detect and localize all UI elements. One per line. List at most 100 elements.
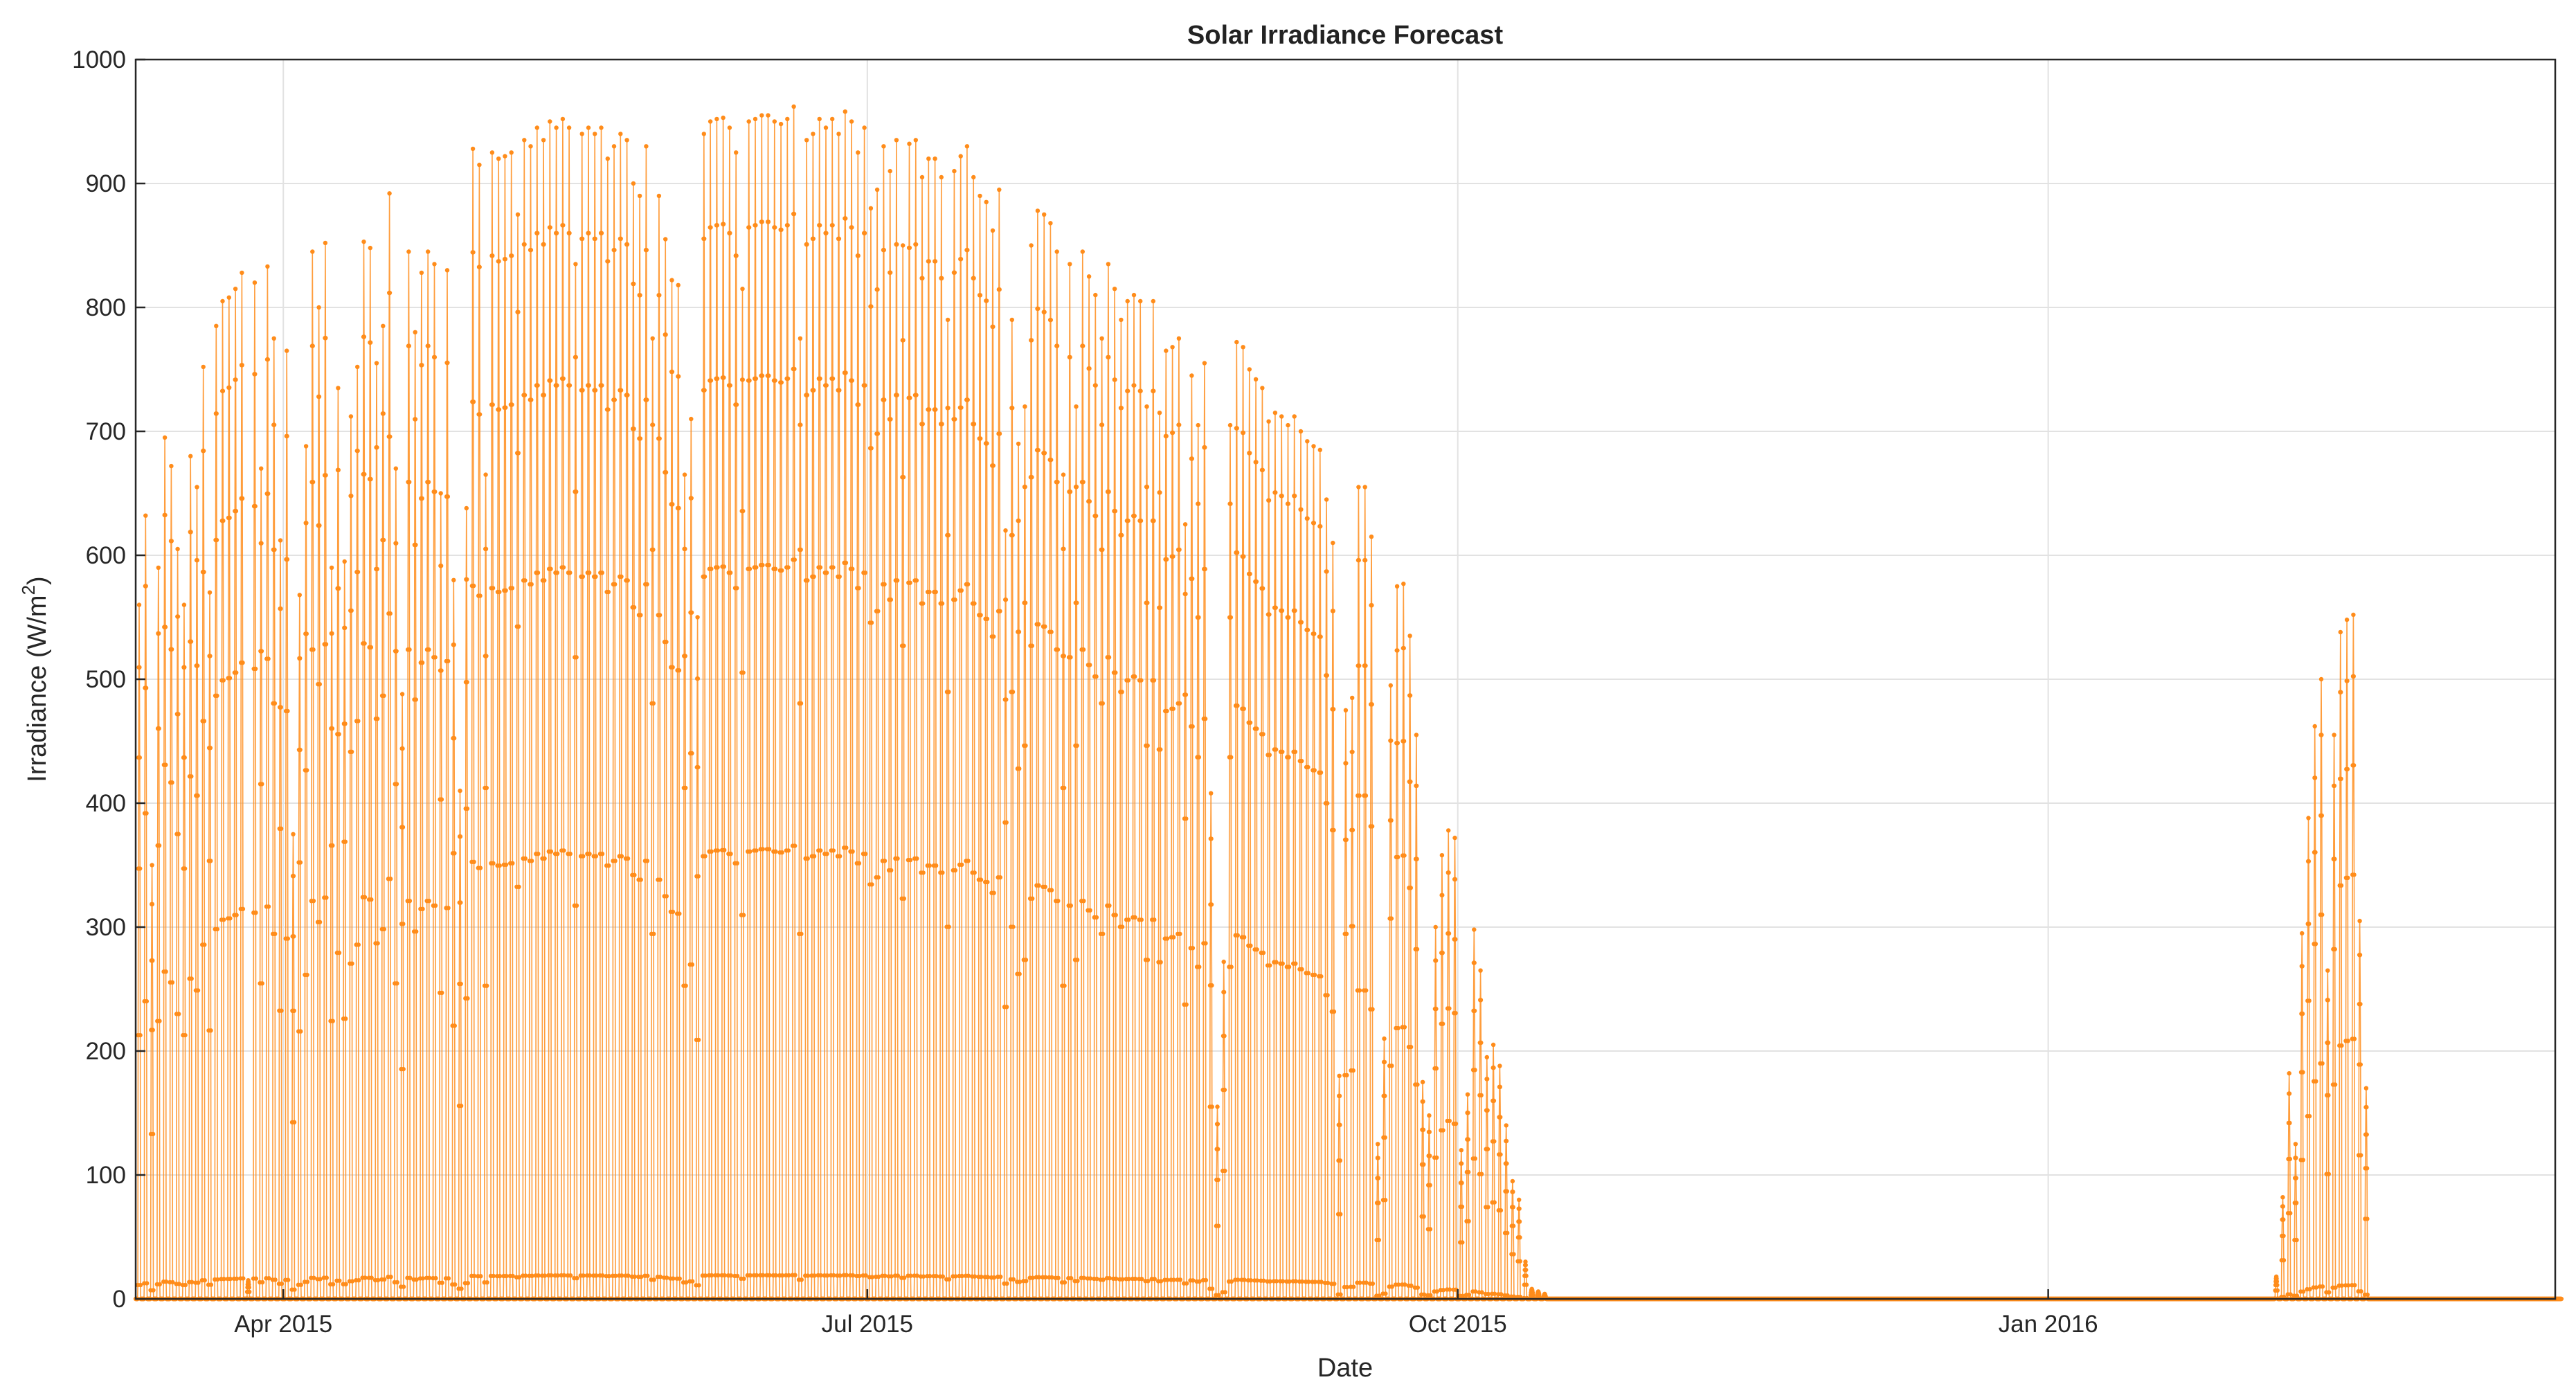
data-point [824,383,829,388]
data-point [740,377,746,382]
data-point [580,388,585,393]
data-point [1401,645,1406,651]
data-point [535,571,541,575]
data-point [413,417,418,422]
data-point [1260,386,1265,391]
data-point [1011,1277,1016,1282]
data-point [388,1274,393,1280]
data-point [1101,931,1106,937]
data-point [1005,1281,1009,1286]
data-point [1408,779,1413,784]
data-point [1376,1142,1380,1147]
data-point [645,859,650,863]
data-point [446,658,451,664]
data-point [966,1273,971,1278]
data-point [760,847,766,852]
data-point [1331,609,1335,613]
data-point [1305,516,1310,521]
data-point [1311,521,1317,526]
data-point [388,434,393,439]
data-point [1164,433,1169,439]
data-point [1100,701,1106,706]
data-point [273,931,278,937]
data-point [465,577,469,582]
data-point [1292,749,1298,755]
data-point [1286,615,1291,620]
data-point [1388,683,1394,688]
data-point [420,906,425,912]
data-point [497,863,502,868]
data-point [856,253,861,258]
data-point [1337,1158,1343,1163]
data-point [637,193,642,199]
data-point [343,1282,348,1286]
data-point [1441,1288,1446,1293]
data-point [1389,818,1394,823]
data-point [709,566,714,571]
data-point [972,601,977,606]
data-point [542,578,547,583]
data-point [619,854,624,859]
data-point [1254,460,1259,465]
data-point [170,980,175,985]
data-point [960,862,964,868]
data-point [1209,791,1214,796]
data-point [792,557,798,562]
data-point [811,236,816,241]
data-point [746,119,751,124]
data-point [773,378,777,383]
data-point [336,950,342,955]
data-point [1351,1068,1355,1073]
data-point [844,845,849,850]
data-point [561,565,566,570]
data-point [708,119,713,124]
data-point [702,388,707,393]
data-point [945,317,951,323]
data-point [510,1273,515,1279]
data-point [959,405,964,410]
data-point [1023,958,1029,962]
data-point [536,1273,541,1278]
data-point [958,154,963,159]
data-point [734,150,739,155]
data-point [458,1103,464,1109]
data-point [883,1273,888,1278]
data-point [703,854,708,859]
data-point [1248,943,1253,949]
data-point [1319,1280,1324,1284]
data-point [368,245,372,251]
data-point [298,860,303,865]
data-point [1042,451,1047,456]
data-point [863,383,867,388]
data-point [1408,1044,1414,1050]
data-point [465,996,470,1001]
data-point [541,393,546,397]
data-point [355,569,361,575]
data-point [433,490,438,494]
data-point [394,649,399,654]
data-point [1017,1280,1023,1284]
data-point [1261,1278,1266,1283]
data-point [330,1018,335,1023]
data-point [914,578,919,583]
data-point [323,240,328,246]
data-point [760,562,765,568]
data-point [240,363,244,368]
data-point [1312,768,1317,773]
data-point [407,647,412,652]
data-point [1376,1156,1380,1160]
data-point [1203,716,1208,721]
data-point [285,433,289,439]
data-point [619,574,624,579]
data-point [625,578,630,583]
data-point [438,491,443,496]
data-point [927,589,932,595]
data-point [656,193,662,199]
data-point [1332,1282,1337,1286]
data-point [953,417,957,422]
data-point [522,138,527,143]
data-point [1151,298,1156,304]
data-point [645,1273,650,1278]
data-point [1223,1290,1227,1295]
data-point [137,755,142,760]
